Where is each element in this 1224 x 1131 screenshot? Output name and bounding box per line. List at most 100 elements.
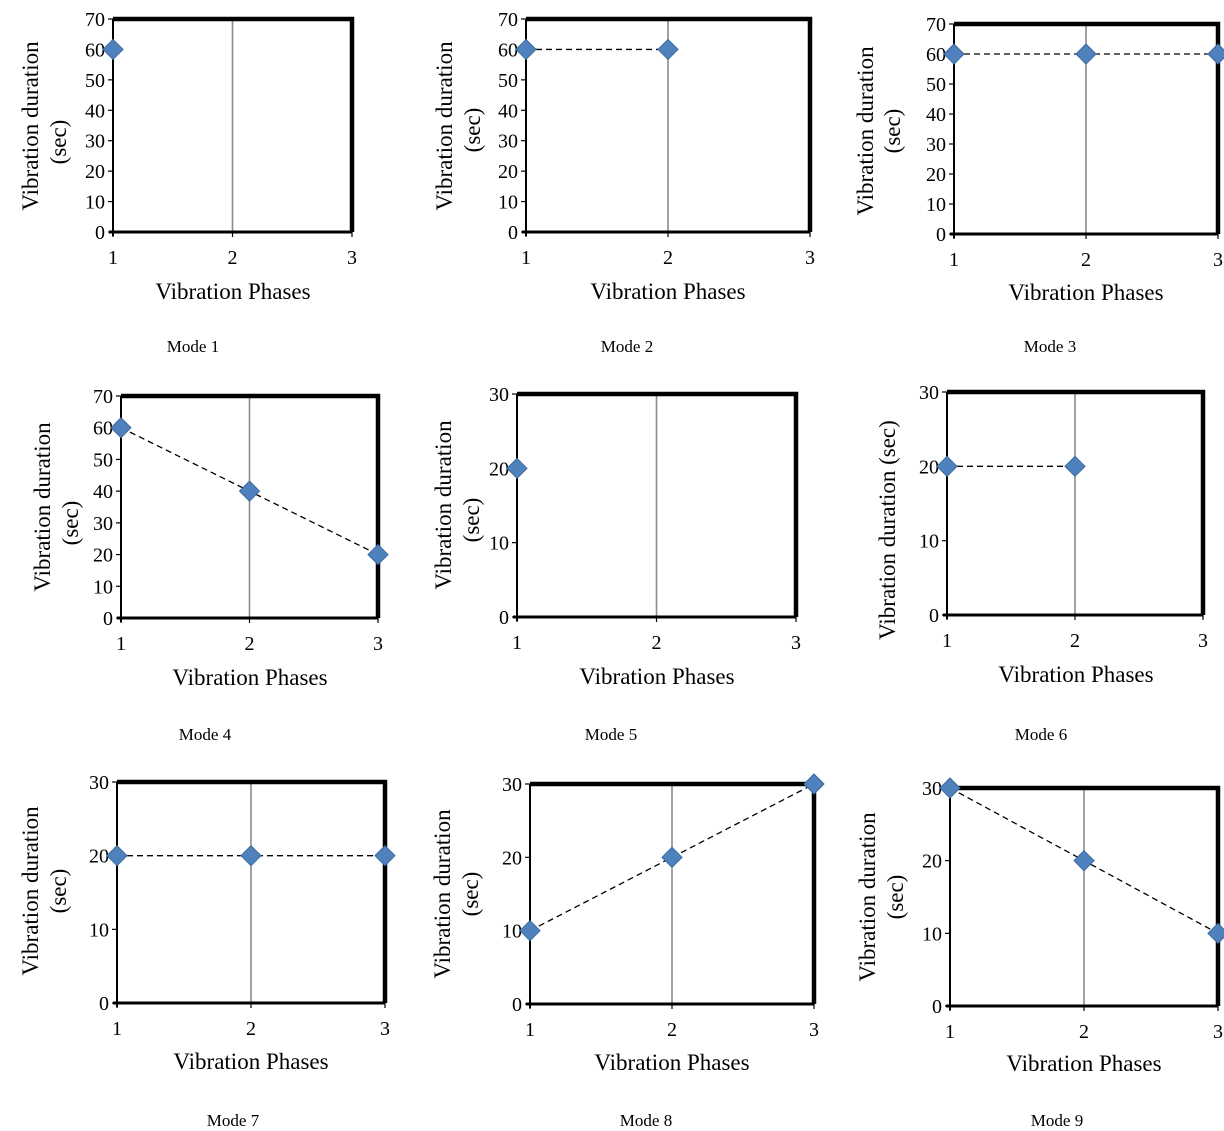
x-tick-label: 3 xyxy=(1213,249,1223,271)
y-tick-label: 10 xyxy=(498,192,518,214)
x-tick-label: 3 xyxy=(347,247,357,269)
x-axis-label: Vibration Phases xyxy=(1006,1051,1161,1076)
x-axis-label: Vibration Phases xyxy=(998,662,1153,687)
data-point-marker xyxy=(238,480,261,502)
x-tick-label: 3 xyxy=(791,632,801,654)
y-axis-label: (sec) xyxy=(460,108,485,153)
y-tick-label: 70 xyxy=(93,386,113,408)
y-tick-label: 60 xyxy=(93,418,113,440)
data-point-marker xyxy=(1207,43,1224,65)
data-point-marker xyxy=(1207,922,1224,945)
chart-panel-8: 0 10 20 30 1 2 3 Vibration Phases Vibration dura… xyxy=(430,773,825,1130)
data-point-marker xyxy=(374,844,396,867)
y-tick-label: 0 xyxy=(508,222,518,244)
y-tick-label: 20 xyxy=(919,456,939,478)
y-tick-label: 30 xyxy=(922,778,942,800)
y-tick-label: 20 xyxy=(922,851,942,873)
data-point-marker xyxy=(939,777,961,799)
y-axis-label: Vibration duration (sec) xyxy=(875,420,900,640)
mode-caption: Mode 7 xyxy=(207,1111,260,1130)
x-tick-label: 1 xyxy=(949,249,959,271)
data-point-marker xyxy=(506,457,528,480)
y-tick-label: 20 xyxy=(502,847,522,869)
data-point-marker xyxy=(661,846,683,869)
plot-frame xyxy=(517,391,799,617)
x-tick-label: 2 xyxy=(1081,249,1091,271)
y-tick-label: 70 xyxy=(85,9,105,31)
y-tick-label: 70 xyxy=(498,9,518,31)
y-tick-label: 0 xyxy=(929,605,939,627)
plot-frame xyxy=(947,389,1206,615)
y-tick-label: 10 xyxy=(502,921,522,943)
y-axis-label: Vibration duration xyxy=(18,41,43,211)
y-tick-label: 0 xyxy=(512,994,522,1016)
x-tick-label: 2 xyxy=(1079,1021,1089,1043)
mode-caption: Mode 6 xyxy=(1015,725,1067,744)
x-tick-label: 3 xyxy=(809,1019,819,1041)
series-line xyxy=(529,783,815,932)
x-tick-label: 1 xyxy=(521,247,531,269)
data-point-marker xyxy=(803,773,825,795)
y-axis-label: (sec) xyxy=(458,872,483,917)
x-tick-label: 1 xyxy=(525,1019,535,1041)
mode-caption: Mode 5 xyxy=(585,725,637,744)
mode-caption: Mode 9 xyxy=(1031,1111,1083,1130)
y-tick-label: 20 xyxy=(89,846,109,868)
data-point-marker xyxy=(943,43,965,65)
y-tick-label: 30 xyxy=(89,772,109,794)
chart-panel-6: 0 10 20 30 1 2 3 Vibration Phases Vibration dura… xyxy=(875,382,1208,744)
x-tick-label: 1 xyxy=(116,633,126,655)
data-point-marker xyxy=(1073,849,1095,872)
y-axis-label: Vibration duration xyxy=(430,809,455,979)
data-point-marker xyxy=(102,38,124,61)
y-tick-label: 40 xyxy=(926,104,946,126)
x-axis-label: Vibration Phases xyxy=(173,1049,328,1074)
chart-panel-4: 0 10 20 30 40 50 60 70 1 2 3 Vibration Phases Vibrat… xyxy=(30,386,389,744)
y-tick-label: 10 xyxy=(922,923,942,945)
y-axis-label: (sec) xyxy=(880,109,905,154)
mode-caption: Mode 4 xyxy=(179,725,232,744)
y-axis-label: (sec) xyxy=(58,501,83,546)
y-tick-label: 30 xyxy=(919,382,939,404)
y-tick-label: 10 xyxy=(489,533,509,555)
data-point-marker xyxy=(936,455,958,478)
y-axis-label: Vibration duration xyxy=(855,812,880,982)
mode-caption: Mode 2 xyxy=(601,337,653,356)
y-axis-label: Vibration duration xyxy=(853,46,878,216)
x-tick-label: 3 xyxy=(373,633,383,655)
x-axis-label: Vibration Phases xyxy=(1008,280,1163,305)
data-point-marker xyxy=(515,38,537,61)
y-tick-label: 10 xyxy=(89,919,109,941)
y-tick-label: 60 xyxy=(498,39,518,61)
mode-caption: Mode 3 xyxy=(1024,337,1076,356)
chart-panel-3: 0 10 20 30 40 50 60 70 1 2 3 Vibration Phases Vibrat… xyxy=(853,14,1224,356)
mode-caption: Mode 8 xyxy=(620,1111,672,1130)
data-point-marker xyxy=(240,844,262,867)
y-axis-label: Vibration duration xyxy=(431,420,456,590)
y-tick-label: 70 xyxy=(926,14,946,36)
data-point-marker xyxy=(367,543,389,566)
plot-frame xyxy=(526,16,813,232)
y-axis-label: (sec) xyxy=(46,869,71,914)
y-tick-label: 10 xyxy=(85,192,105,214)
y-tick-label: 40 xyxy=(498,100,518,122)
y-tick-label: 30 xyxy=(926,134,946,156)
plot-frame xyxy=(117,779,388,1003)
y-tick-label: 30 xyxy=(93,513,113,535)
x-axis-label: Vibration Phases xyxy=(155,279,310,304)
x-axis-label: Vibration Phases xyxy=(594,1050,749,1075)
y-tick-label: 0 xyxy=(103,608,113,630)
y-tick-label: 50 xyxy=(926,74,946,96)
y-tick-label: 50 xyxy=(93,449,113,471)
y-axis-label: (sec) xyxy=(46,120,71,165)
x-tick-label: 3 xyxy=(380,1018,390,1040)
x-tick-label: 3 xyxy=(805,247,815,269)
y-tick-label: 10 xyxy=(919,531,939,553)
y-tick-label: 30 xyxy=(85,131,105,153)
x-tick-label: 2 xyxy=(245,633,255,655)
y-tick-label: 40 xyxy=(93,481,113,503)
y-tick-label: 40 xyxy=(85,100,105,122)
x-tick-label: 2 xyxy=(1070,630,1080,652)
x-tick-label: 1 xyxy=(942,630,952,652)
